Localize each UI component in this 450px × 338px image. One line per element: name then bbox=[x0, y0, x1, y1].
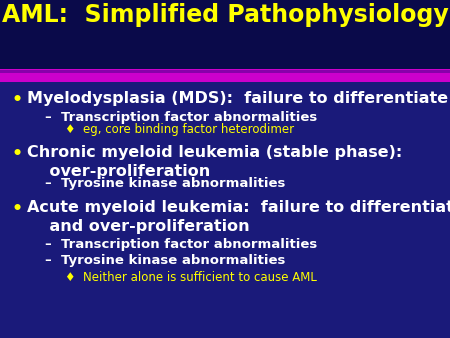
Bar bbox=[0, 70, 450, 73]
Bar bbox=[0, 69, 450, 82]
Text: AML:  Simplified Pathophysiology: AML: Simplified Pathophysiology bbox=[2, 3, 448, 27]
Text: •: • bbox=[11, 91, 22, 109]
Text: Myelodysplasia (MDS):  failure to differentiate: Myelodysplasia (MDS): failure to differe… bbox=[27, 91, 448, 106]
Text: •: • bbox=[11, 200, 22, 218]
Text: –  Tyrosine kinase abnormalities: – Tyrosine kinase abnormalities bbox=[45, 177, 285, 190]
Text: –  Tyrosine kinase abnormalities: – Tyrosine kinase abnormalities bbox=[45, 254, 285, 267]
Text: Chronic myeloid leukemia (stable phase):
    over-proliferation: Chronic myeloid leukemia (stable phase):… bbox=[27, 145, 402, 179]
Text: –  Transcription factor abnormalities: – Transcription factor abnormalities bbox=[45, 111, 317, 124]
Text: ♦  eg, core binding factor heterodimer: ♦ eg, core binding factor heterodimer bbox=[65, 123, 294, 136]
Text: Acute myeloid leukemia:  failure to differentiate
    and over-proliferation: Acute myeloid leukemia: failure to diffe… bbox=[27, 200, 450, 234]
Text: •: • bbox=[11, 145, 22, 163]
Text: –  Transcription factor abnormalities: – Transcription factor abnormalities bbox=[45, 238, 317, 251]
Text: ♦  Neither alone is sufficient to cause AML: ♦ Neither alone is sufficient to cause A… bbox=[65, 271, 317, 284]
Bar bbox=[0, 0, 450, 76]
